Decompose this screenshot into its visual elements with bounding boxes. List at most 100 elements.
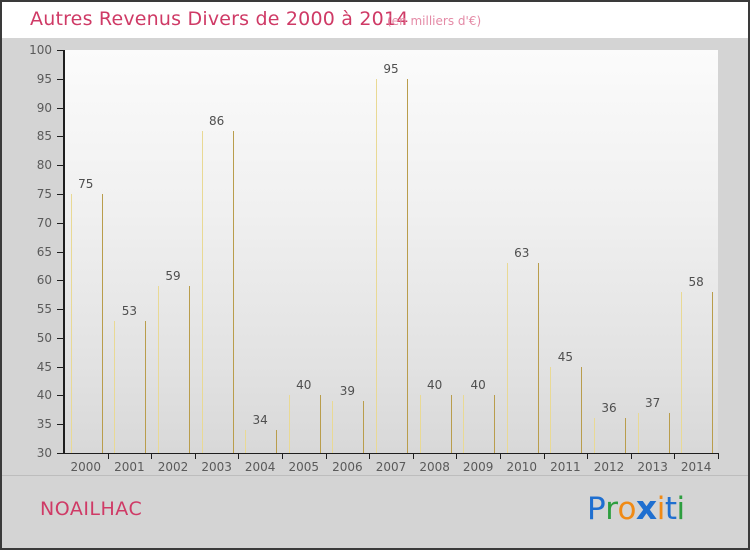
bar-value-label: 34 [252, 412, 268, 427]
x-tick-mark [674, 454, 676, 459]
x-tick-mark [107, 454, 109, 459]
plot-area [64, 50, 718, 453]
y-tick-mark [57, 107, 64, 109]
bar[interactable] [158, 286, 190, 453]
x-tick-label: 2009 [462, 460, 494, 474]
bar[interactable] [463, 395, 496, 453]
y-tick-mark [57, 50, 64, 51]
bar-value-label: 58 [688, 274, 704, 289]
page-title: Autres Revenus Divers de 2000 à 2014 [30, 8, 409, 30]
x-tick-label: 2014 [680, 460, 712, 474]
y-tick-label: 75 [36, 186, 52, 201]
page-subtitle: (en milliers d'€) [387, 14, 482, 28]
y-tick-label: 50 [36, 330, 52, 345]
x-tick-label: 2013 [637, 460, 668, 474]
y-tick-mark [57, 424, 64, 426]
x-tick-mark [500, 454, 501, 459]
bar[interactable] [637, 412, 670, 453]
y-tick-mark [57, 395, 64, 397]
y-tick-mark [57, 309, 64, 311]
bar-value-label: 75 [78, 176, 94, 191]
y-tick-label: 55 [36, 302, 52, 317]
bar[interactable] [201, 130, 234, 453]
x-tick-mark [456, 454, 458, 459]
x-tick-mark [194, 454, 196, 459]
bar[interactable] [376, 78, 408, 453]
logo-letter: i [656, 491, 666, 527]
x-tick-mark [369, 454, 371, 459]
y-tick-label: 85 [36, 129, 52, 144]
logo-letter: x [635, 488, 657, 527]
bar-value-label: 39 [339, 384, 356, 399]
commune-name: NOAILHAC [40, 498, 143, 520]
bar-value-label: 59 [165, 269, 181, 284]
bar-value-label: 37 [644, 395, 661, 410]
logo-letter: t [664, 491, 677, 527]
bar-value-label: 36 [601, 401, 617, 416]
chart-header: Autres Revenus Divers de 2000 à 2014 (en… [2, 2, 748, 38]
x-tick-mark [412, 454, 414, 459]
y-tick-label: 65 [36, 244, 52, 259]
y-tick-label: 90 [36, 100, 52, 115]
bar[interactable] [70, 193, 103, 453]
chart-footer: NOAILHAC Proxiti [2, 475, 748, 548]
y-tick-mark [57, 136, 64, 138]
y-tick-mark [57, 337, 64, 339]
x-tick-mark [238, 454, 240, 459]
logo-letter: P [587, 491, 606, 527]
bar[interactable] [681, 291, 714, 453]
bar[interactable] [550, 366, 583, 453]
bar-value-label: 45 [557, 349, 574, 364]
y-tick-label: 70 [36, 215, 52, 230]
x-tick-label: 2000 [70, 460, 102, 474]
y-tick-mark [57, 222, 64, 224]
x-tick-mark [325, 454, 327, 459]
x-tick-mark [587, 454, 589, 459]
y-tick-label: 40 [36, 388, 52, 403]
x-tick-mark [630, 454, 632, 459]
y-tick-label: 60 [36, 273, 52, 288]
logo-letter: r [605, 491, 618, 527]
x-tick-label: 2012 [593, 460, 625, 474]
bar-value-label: 63 [514, 246, 530, 260]
logo-letter: o [617, 491, 636, 527]
bar[interactable] [506, 263, 539, 453]
y-tick-mark [57, 193, 64, 195]
bar[interactable] [288, 395, 321, 453]
bar-value-label: 95 [383, 61, 399, 76]
x-tick-mark [718, 454, 719, 459]
y-tick-label: 35 [36, 417, 52, 432]
x-tick-label: 2010 [506, 460, 538, 474]
bar-value-label: 40 [470, 378, 486, 393]
y-tick-mark [57, 280, 64, 282]
x-tick-label: 2006 [332, 460, 363, 474]
y-tick-mark [57, 453, 64, 454]
y-tick-mark [57, 165, 64, 167]
bar[interactable] [332, 401, 365, 453]
logo-letter: i [676, 491, 686, 527]
y-tick-label: 95 [36, 71, 52, 86]
bar[interactable] [419, 395, 452, 453]
y-axis-line [63, 50, 65, 454]
y-tick-mark [57, 78, 64, 80]
x-tick-label: 2005 [288, 460, 320, 474]
bar-value-label: 40 [426, 378, 443, 393]
x-axis-line [63, 453, 719, 454]
bar[interactable] [594, 418, 626, 453]
x-tick-label: 2004 [244, 460, 276, 474]
y-tick-label: 30 [36, 446, 52, 460]
bar[interactable] [245, 429, 278, 453]
proxiti-logo[interactable]: Proxiti [587, 488, 685, 527]
x-tick-label: 2002 [157, 460, 189, 474]
x-tick-label: 2011 [550, 460, 581, 474]
bar[interactable] [114, 320, 147, 453]
chart-canvas: 30 35 40 45 50 55 60 65 70 75 80 85 90 95 100 2000 2001… [2, 38, 748, 475]
x-tick-mark [282, 454, 283, 459]
bar-value-label: 53 [121, 303, 138, 318]
x-tick-mark [151, 454, 153, 459]
x-tick-label: 2003 [201, 460, 232, 474]
x-tick-mark [543, 454, 545, 459]
bar-value-label: 86 [208, 113, 225, 128]
y-tick-mark [57, 366, 64, 368]
